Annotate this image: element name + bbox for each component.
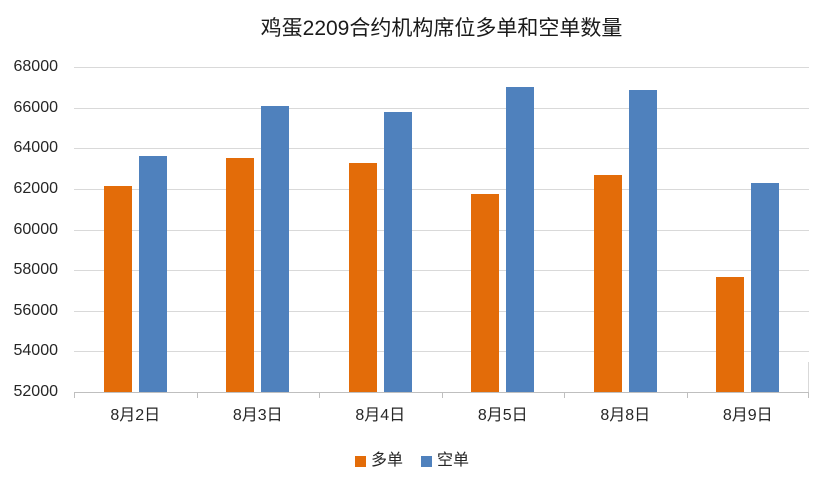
x-axis-labels: 8月2日 8月3日 8月4日 8月5日 8月8日 8月9日 bbox=[74, 403, 809, 429]
x-axis-label: 8月4日 bbox=[355, 407, 406, 424]
gridline bbox=[74, 270, 809, 271]
bar-series-0 bbox=[104, 186, 132, 392]
bar-series-0 bbox=[594, 175, 622, 392]
category-boundary-tick bbox=[442, 393, 443, 398]
legend-swatch-icon bbox=[421, 455, 432, 467]
category-boundary-tick bbox=[687, 393, 688, 398]
y-tick-label: 62000 bbox=[13, 180, 59, 197]
bar-series-1 bbox=[384, 112, 412, 392]
gridline bbox=[74, 311, 809, 312]
y-tick-label: 64000 bbox=[13, 139, 59, 156]
x-axis-label: 8月9日 bbox=[722, 407, 773, 424]
category-boundary-tick bbox=[564, 393, 565, 398]
bar-series-0 bbox=[349, 163, 377, 392]
gridline bbox=[74, 108, 809, 109]
y-tick-label: 68000 bbox=[13, 58, 59, 75]
x-axis-label: 8月8日 bbox=[600, 407, 651, 424]
bar-series-0 bbox=[471, 194, 499, 392]
category-boundary-tick bbox=[74, 393, 75, 398]
legend-label: 空单 bbox=[437, 452, 470, 469]
legend-item: 空单 bbox=[421, 452, 469, 470]
bar-series-1 bbox=[751, 183, 779, 392]
y-tick-label: 58000 bbox=[13, 261, 59, 278]
y-tick-label: 66000 bbox=[13, 99, 59, 116]
bar-series-1 bbox=[506, 87, 534, 392]
category-boundary-tick bbox=[319, 393, 320, 398]
x-axis-label: 8月2日 bbox=[110, 407, 161, 424]
legend: 多单 空单 bbox=[0, 449, 824, 473]
bar-series-0 bbox=[226, 158, 254, 392]
y-tick-label: 54000 bbox=[13, 342, 59, 359]
legend-item: 多单 bbox=[354, 452, 403, 470]
gridline bbox=[74, 67, 809, 68]
y-tick-label: 52000 bbox=[13, 383, 59, 400]
y-tick-label: 56000 bbox=[13, 302, 59, 319]
y-tick-label: 60000 bbox=[13, 221, 59, 238]
category-boundary-tick bbox=[808, 393, 809, 398]
gridline bbox=[74, 148, 809, 149]
axis-end-tick bbox=[808, 362, 809, 392]
y-axis-tick-labels: 52000 54000 56000 58000 60000 62000 64000 66000… bbox=[0, 58, 59, 400]
bar-series-1 bbox=[261, 106, 289, 392]
bar-series-1 bbox=[139, 156, 167, 392]
x-axis-label: 8月5日 bbox=[477, 407, 528, 424]
chart-title: 鸡蛋2209合约机构席位多单和空单数量 bbox=[260, 17, 623, 40]
gridline bbox=[74, 351, 809, 352]
plot-area bbox=[74, 67, 809, 393]
bar-series-1 bbox=[629, 90, 657, 392]
legend-label: 多单 bbox=[370, 452, 403, 469]
gridline bbox=[74, 230, 809, 231]
bar-series-0 bbox=[716, 277, 744, 392]
x-axis-boundary-ticks bbox=[74, 393, 809, 398]
category-boundary-tick bbox=[197, 393, 198, 398]
legend-swatch-icon bbox=[354, 455, 366, 467]
gridline bbox=[74, 189, 809, 190]
x-axis-label: 8月3日 bbox=[232, 407, 283, 424]
